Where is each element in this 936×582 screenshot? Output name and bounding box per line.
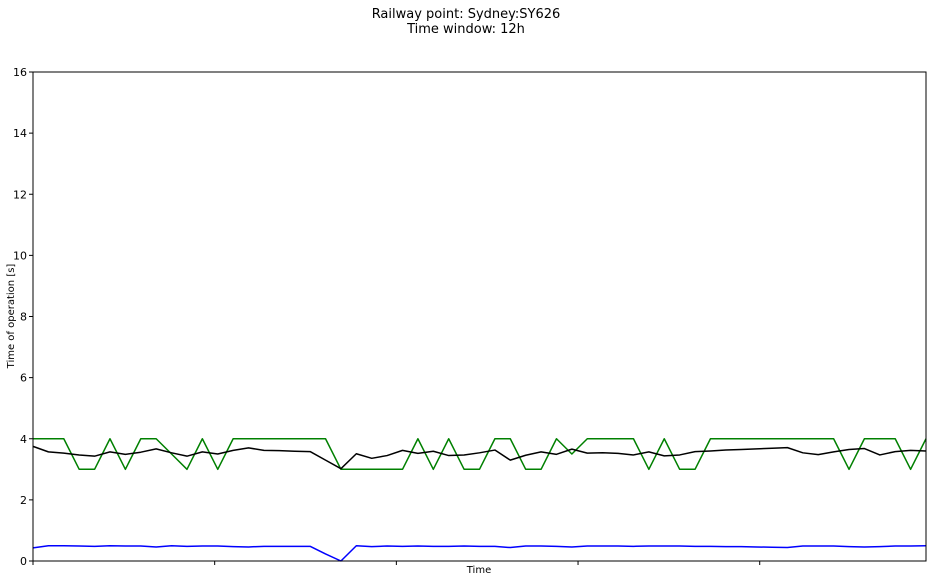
chart-title: Railway point: Sydney:SY626	[372, 7, 561, 22]
y-axis: 0 2 4 6 8 10 12 14 16	[13, 66, 33, 568]
y-tick-label: 16	[13, 66, 27, 79]
y-tick-label: 14	[13, 127, 27, 140]
series-line-2	[32, 544, 927, 562]
y-tick-label: 0	[20, 555, 27, 568]
y-tick-label: 10	[13, 249, 27, 262]
plot-area	[33, 72, 926, 561]
y-tick-label: 8	[20, 311, 27, 324]
y-tick-label: 2	[20, 494, 27, 507]
x-axis-label: Time	[466, 565, 491, 576]
series-line-1	[32, 445, 927, 470]
plot-frame	[32, 71, 927, 562]
series-line-0	[33, 438, 927, 471]
y-tick-label: 6	[20, 372, 27, 385]
x-axis	[32, 561, 761, 565]
series-group	[32, 438, 927, 562]
chart-subtitle: Time window: 12h	[406, 22, 525, 37]
y-tick-label: 4	[20, 433, 27, 446]
y-tick-label: 12	[13, 188, 27, 201]
y-axis-label: Time of operation [s]	[6, 264, 17, 370]
